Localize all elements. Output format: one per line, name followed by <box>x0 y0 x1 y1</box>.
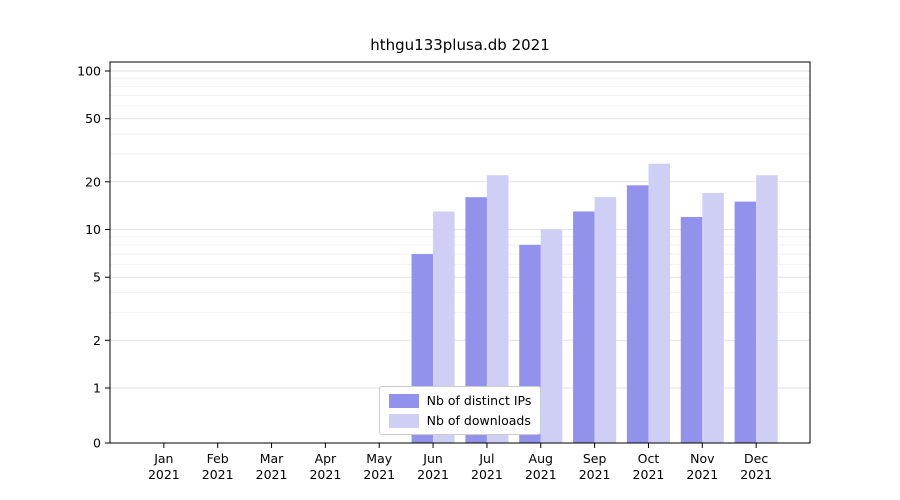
x-axis-tick-label-month: Jan <box>153 451 173 466</box>
x-axis-tick-label-month: Feb <box>207 451 229 466</box>
x-axis-tick-label-month: Oct <box>638 451 660 466</box>
y-axis-tick-label: 0 <box>93 436 101 451</box>
y-axis-tick-label: 1 <box>93 381 101 396</box>
x-axis-tick-label-year: 2021 <box>471 467 503 482</box>
x-axis-tick-label-year: 2021 <box>202 467 234 482</box>
y-axis-tick-label: 20 <box>85 174 101 189</box>
bar-nov-downloads <box>702 192 724 443</box>
x-axis-tick-label-year: 2021 <box>363 467 395 482</box>
x-axis-tick-label-month: Sep <box>583 451 607 466</box>
bar-dec-downloads <box>756 175 778 443</box>
x-axis-tick-label-year: 2021 <box>579 467 611 482</box>
x-axis-tick-label-month: Jul <box>478 451 494 466</box>
y-axis-tick-label: 10 <box>85 222 101 237</box>
bar-oct-downloads <box>648 163 670 443</box>
bar-dec-distinct-ips <box>734 201 757 443</box>
bar-sep-distinct-ips <box>573 211 595 443</box>
bar-aug-distinct-ips <box>519 244 541 443</box>
bar-nov-distinct-ips <box>680 216 703 443</box>
x-axis-tick-label-month: Aug <box>529 451 553 466</box>
chart-title: hthgu133plusa.db 2021 <box>370 36 550 54</box>
bar-oct-distinct-ips <box>626 185 649 443</box>
x-axis-tick-label-year: 2021 <box>686 467 718 482</box>
bar-aug-downloads <box>540 229 563 443</box>
bar-jul-distinct-ips <box>465 197 487 443</box>
x-axis-tick-label-month: Mar <box>260 451 284 466</box>
x-axis-tick-label-month: Nov <box>690 451 715 466</box>
x-axis-tick-label-year: 2021 <box>256 467 288 482</box>
y-axis-tick-label: 2 <box>93 333 101 348</box>
x-axis-tick-label-year: 2021 <box>148 467 180 482</box>
x-axis-tick-label-month: Apr <box>315 451 337 466</box>
y-axis-tick-label: 50 <box>85 111 101 126</box>
bar-jun-distinct-ips <box>411 254 434 443</box>
y-axis-tick-label: 5 <box>93 270 101 285</box>
bar-sep-downloads <box>594 197 617 443</box>
x-axis-tick-label-year: 2021 <box>633 467 665 482</box>
x-axis-tick-label-month: May <box>366 451 392 466</box>
x-axis-tick-label-year: 2021 <box>309 467 341 482</box>
plot-border <box>109 61 811 444</box>
x-axis-tick-label-month: Dec <box>744 451 768 466</box>
y-axis-tick-label: 100 <box>77 64 101 79</box>
x-axis-tick-label-year: 2021 <box>525 467 557 482</box>
x-axis-tick-label-month: Jun <box>422 451 443 466</box>
x-axis-tick-label-year: 2021 <box>740 467 772 482</box>
x-axis-tick-label-year: 2021 <box>417 467 449 482</box>
bar-jul-downloads <box>486 175 509 443</box>
bar-jun-downloads <box>433 211 455 443</box>
